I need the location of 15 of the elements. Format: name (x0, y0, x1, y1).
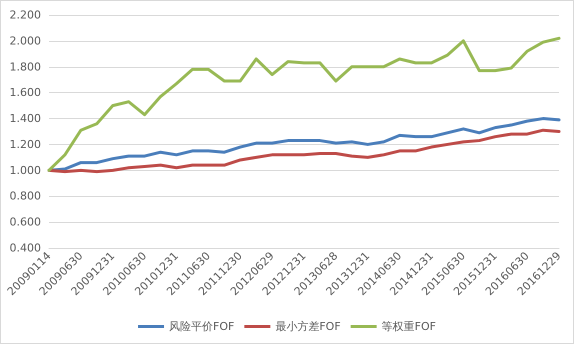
y-tick-label: 1.200 (10, 138, 41, 151)
y-tick-label: 0.600 (10, 216, 41, 229)
y-tick-label: 1.000 (10, 164, 41, 177)
y-tick-label: 1.600 (10, 86, 41, 100)
y-tick-label: 2.200 (10, 8, 41, 22)
line-series (48, 36, 560, 172)
y-tick-label: 0.800 (10, 190, 41, 203)
y-tick-label: 0.400 (10, 242, 41, 254)
legend-label: 最小方差FOF (275, 320, 341, 333)
y-tick-label: 1.400 (10, 112, 41, 126)
legend-label: 等权重FOF (382, 320, 436, 333)
line-series (48, 128, 560, 174)
y-tick-label: 2.000 (10, 34, 41, 48)
legend-label: 风险平价FOF (169, 320, 234, 333)
y-tick-label: 1.800 (10, 60, 41, 74)
